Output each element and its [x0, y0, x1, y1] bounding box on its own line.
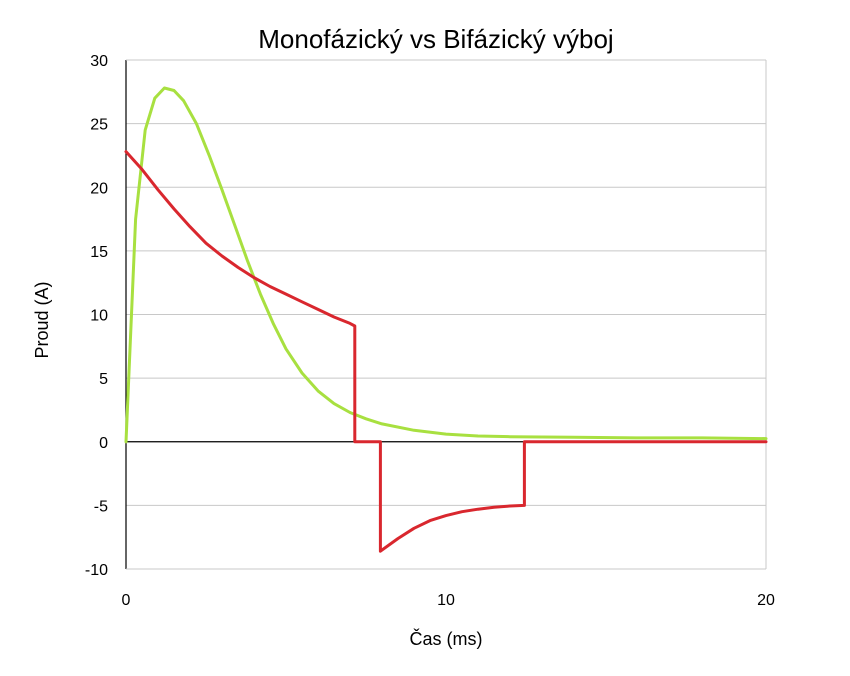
- y-tick-label: -5: [94, 498, 108, 515]
- x-tick-label: 20: [757, 592, 775, 609]
- y-tick-label: 10: [90, 308, 108, 325]
- tick-labels: 30 25 20 15 10 5 0 -5 -10 0 10 20: [85, 53, 775, 609]
- grid-lines: [126, 59, 766, 506]
- y-axis-label: Proud (A): [32, 281, 52, 358]
- y-tick-label: 25: [90, 117, 108, 134]
- series-line-1: [124, 86, 768, 444]
- x-axis-label: Čas (ms): [410, 628, 483, 649]
- series-line-2: [124, 150, 768, 553]
- y-tick-label: 20: [90, 180, 108, 197]
- y-tick-label: -10: [85, 562, 108, 579]
- y-tick-label: 5: [99, 371, 108, 388]
- series-layer: [124, 86, 768, 553]
- y-tick-label: 30: [90, 53, 108, 70]
- chart-title: Monofázický vs Bifázický výboj: [258, 24, 613, 54]
- y-tick-label: 0: [99, 435, 108, 452]
- x-tick-label: 0: [122, 592, 131, 609]
- x-tick-label: 10: [437, 592, 455, 609]
- y-tick-label: 15: [90, 244, 108, 261]
